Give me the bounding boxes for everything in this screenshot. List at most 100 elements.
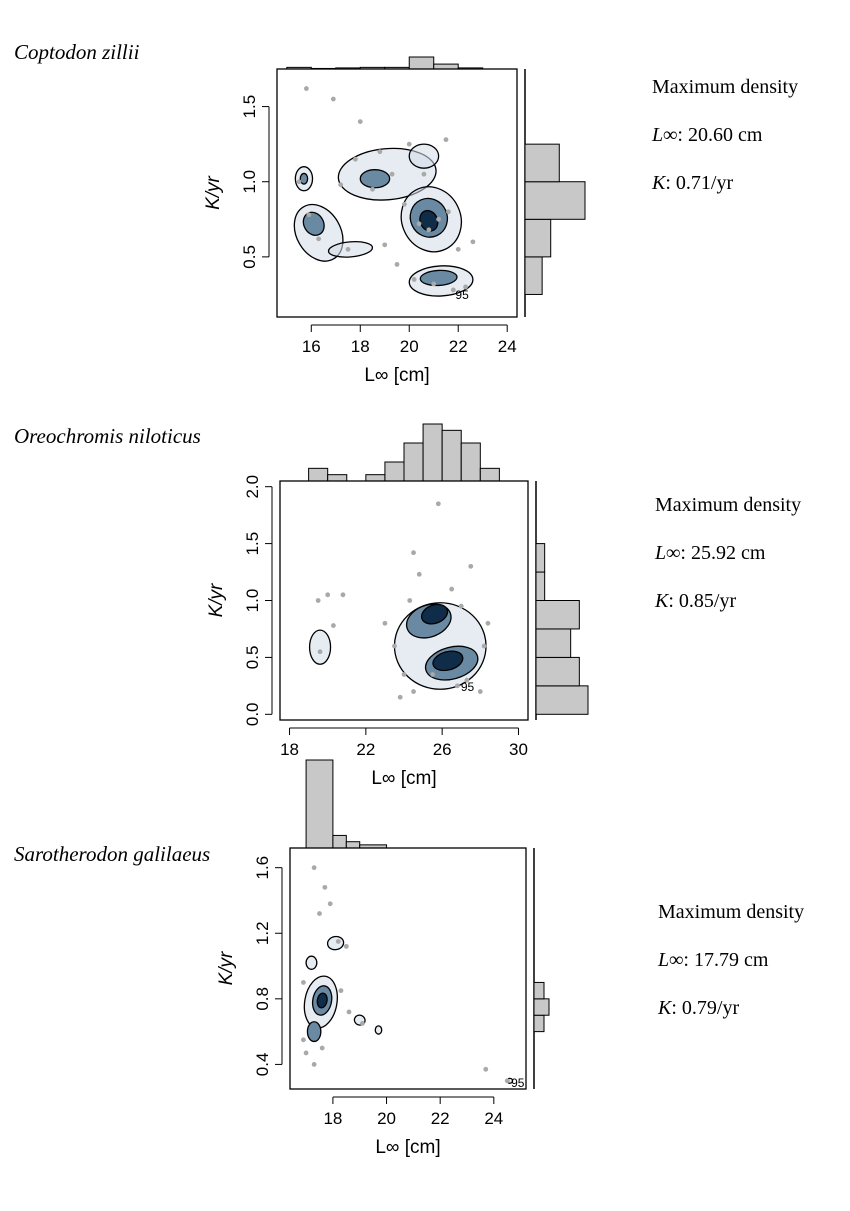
scatter-point [338, 988, 344, 994]
linf-stat: L∞: 17.79 cm [658, 950, 804, 998]
scatter-point [392, 643, 397, 649]
scatter-point [426, 227, 432, 233]
scatter-point [394, 261, 400, 267]
scatter-point [317, 649, 323, 655]
scatter-point [335, 939, 341, 944]
k-stat: K: 0.79/yr [658, 998, 804, 1046]
y-tick-label: 0.5 [240, 245, 259, 269]
scatter-point [340, 592, 346, 598]
scatter-point [435, 501, 441, 507]
scatter-point [416, 221, 422, 227]
scatter-point [331, 623, 336, 628]
plot-frame [289, 847, 527, 1090]
x-tick-label: 24 [498, 337, 517, 356]
k-label: K [658, 997, 672, 1019]
x-tick-label: 16 [302, 337, 321, 356]
scatter-point [382, 620, 388, 626]
plot-frame [279, 480, 529, 721]
y-histogram-bar [535, 656, 580, 687]
max-density-title: Maximum density [655, 494, 802, 516]
x-tick-label: 22 [431, 1109, 450, 1128]
scatter-point [311, 1062, 317, 1067]
linf-label: L∞ [655, 542, 681, 564]
y-histogram-bar [533, 981, 545, 1000]
contour-level-label: 95 [455, 288, 469, 302]
scatter-point [401, 201, 407, 207]
density-contour [432, 650, 464, 672]
x-histogram-bar [345, 841, 361, 849]
scatter-point [463, 284, 468, 290]
max-density-title: Maximum density [652, 76, 799, 98]
y-histogram-bar [524, 181, 586, 220]
scatter-point [455, 246, 461, 252]
y-histogram-bar [533, 1014, 545, 1033]
scatter-point [468, 563, 474, 569]
contour-level-label: 95 [511, 1076, 525, 1090]
density-contour [326, 935, 345, 951]
y-histogram-bar [535, 628, 572, 658]
scatter-point [296, 179, 302, 185]
y-histogram-bar [533, 998, 550, 1016]
k-value: : 0.71/yr [665, 172, 734, 194]
scatter-point [306, 212, 312, 218]
scatter-point [343, 943, 349, 949]
species-title-3: Sarotherodon galilaeus [14, 842, 211, 866]
x-axis-label: L∞ [cm] [375, 1137, 440, 1158]
k-stat: K: 0.85/yr [655, 591, 801, 639]
y-histogram-bar [524, 143, 560, 183]
scatter-point [449, 586, 455, 592]
y-axis-label: K/yr [216, 951, 237, 985]
x-axis-label: L∞ [cm] [364, 365, 429, 386]
x-axis-label: L∞ [cm] [371, 768, 436, 789]
scatter-point [485, 620, 491, 626]
scatter-point [481, 643, 487, 649]
density-contour [306, 1021, 322, 1043]
linf-value: : 20.60 cm [677, 124, 763, 146]
scatter-point [315, 598, 321, 603]
y-tick-label: 0.4 [253, 1053, 272, 1077]
linf-value: : 25.92 cm [680, 542, 766, 564]
y-tick-label: 2.0 [243, 475, 262, 499]
max-density-panel-2: Maximum density L∞: 25.92 cm K: 0.85/yr [655, 495, 801, 639]
scatter-point [301, 1037, 306, 1043]
scatter-point [301, 980, 306, 985]
linf-value: : 17.79 cm [683, 949, 769, 971]
linf-label: L∞ [658, 949, 684, 971]
x-tick-label: 20 [377, 1109, 396, 1128]
density-contour [419, 269, 458, 287]
scatter-point [370, 186, 375, 192]
scatter-point [319, 1045, 325, 1051]
scatter-point [357, 119, 363, 125]
x-tick-label: 24 [484, 1109, 503, 1128]
scatter-point [316, 236, 322, 242]
y-axis-label: K/yr [203, 175, 224, 209]
scatter-point [322, 884, 328, 890]
scatter-point [431, 281, 437, 287]
scatter-point [360, 1021, 365, 1026]
k-value: : 0.79/yr [671, 997, 740, 1019]
y-tick-label: 1.5 [240, 95, 259, 119]
scatter-point [416, 571, 422, 577]
scatter-point [330, 96, 336, 102]
density-contour [374, 1025, 383, 1035]
scatter-point [382, 242, 388, 248]
y-tick-label: 1.0 [243, 589, 262, 613]
scatter-point [346, 1009, 352, 1015]
k-label: K [655, 590, 669, 612]
y-tick-label: 1.5 [243, 532, 262, 556]
scatter-point [430, 672, 436, 677]
scatter-point [325, 592, 331, 598]
scatter-point [436, 216, 442, 222]
x-histogram-bar [305, 759, 334, 849]
species-title-2: Oreochromis niloticus [14, 424, 201, 448]
scatter-point [338, 182, 344, 188]
scatter-point [446, 209, 451, 215]
k-value: : 0.85/yr [668, 590, 737, 612]
scatter-point [458, 603, 464, 609]
max-density-title: Maximum density [658, 901, 805, 923]
density-contour [316, 992, 328, 1009]
scatter-point [411, 689, 416, 694]
x-tick-label: 22 [449, 337, 468, 356]
